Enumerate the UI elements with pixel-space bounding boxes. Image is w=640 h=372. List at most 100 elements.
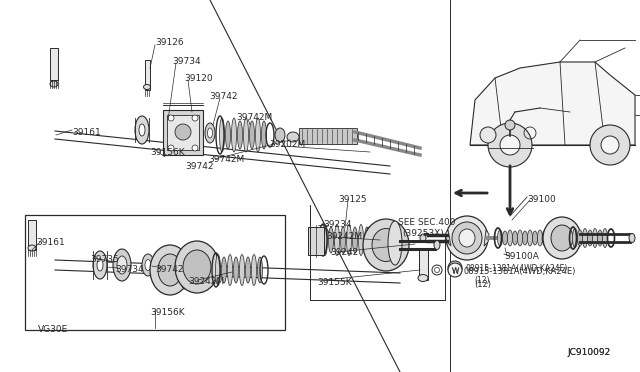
- Text: 39161: 39161: [36, 238, 65, 247]
- Polygon shape: [445, 230, 451, 246]
- Polygon shape: [145, 60, 150, 90]
- Ellipse shape: [227, 254, 232, 285]
- Ellipse shape: [234, 257, 239, 283]
- Ellipse shape: [143, 84, 150, 90]
- Ellipse shape: [150, 245, 190, 295]
- Circle shape: [505, 120, 515, 130]
- Ellipse shape: [232, 118, 237, 152]
- Ellipse shape: [365, 227, 369, 253]
- Circle shape: [500, 135, 520, 155]
- Ellipse shape: [598, 230, 602, 246]
- Polygon shape: [419, 250, 428, 280]
- Ellipse shape: [175, 241, 219, 293]
- Circle shape: [601, 136, 619, 154]
- Text: 39742M: 39742M: [236, 113, 272, 122]
- Ellipse shape: [538, 230, 543, 246]
- Ellipse shape: [418, 275, 428, 282]
- Bar: [299, 128, 357, 144]
- Ellipse shape: [97, 259, 103, 271]
- Text: 39242: 39242: [330, 248, 358, 257]
- Ellipse shape: [237, 121, 243, 149]
- Text: 08915-1381A(4WD,KA24E): 08915-1381A(4WD,KA24E): [464, 267, 577, 276]
- Ellipse shape: [93, 251, 107, 279]
- Ellipse shape: [145, 260, 151, 270]
- Ellipse shape: [250, 121, 255, 149]
- Text: 39234: 39234: [323, 220, 351, 229]
- Circle shape: [168, 145, 174, 151]
- Text: JC910092: JC910092: [567, 348, 611, 357]
- Text: 39100A: 39100A: [504, 252, 539, 261]
- Ellipse shape: [221, 257, 227, 283]
- Text: 39242M: 39242M: [326, 232, 362, 241]
- Ellipse shape: [183, 250, 211, 284]
- Ellipse shape: [502, 231, 508, 245]
- Ellipse shape: [353, 227, 358, 253]
- Ellipse shape: [602, 228, 607, 247]
- Polygon shape: [484, 230, 489, 246]
- Ellipse shape: [527, 230, 532, 246]
- Ellipse shape: [497, 230, 502, 246]
- Bar: [163, 110, 203, 155]
- Ellipse shape: [255, 118, 260, 152]
- Ellipse shape: [246, 257, 250, 283]
- Ellipse shape: [335, 224, 339, 256]
- Polygon shape: [470, 62, 635, 145]
- Ellipse shape: [262, 121, 266, 149]
- Ellipse shape: [142, 254, 154, 276]
- Ellipse shape: [28, 245, 36, 251]
- Polygon shape: [50, 48, 58, 80]
- Ellipse shape: [459, 229, 475, 247]
- Ellipse shape: [593, 228, 598, 247]
- Bar: [308, 227, 324, 255]
- Ellipse shape: [588, 230, 593, 246]
- Text: 39155K: 39155K: [317, 278, 351, 287]
- Ellipse shape: [573, 228, 577, 247]
- Polygon shape: [28, 220, 36, 250]
- Text: 39742: 39742: [185, 162, 214, 171]
- Text: 39125: 39125: [338, 195, 367, 204]
- Ellipse shape: [158, 254, 182, 286]
- Ellipse shape: [629, 234, 635, 243]
- Ellipse shape: [113, 249, 131, 281]
- Ellipse shape: [323, 224, 328, 256]
- Text: 08915-1381A(4WD,KA24E): 08915-1381A(4WD,KA24E): [465, 263, 568, 273]
- Text: 39100: 39100: [527, 195, 556, 204]
- Ellipse shape: [551, 225, 573, 251]
- Ellipse shape: [275, 128, 285, 142]
- Ellipse shape: [135, 116, 149, 144]
- Ellipse shape: [287, 132, 299, 142]
- Text: 39242M: 39242M: [188, 277, 224, 286]
- Text: (12): (12): [474, 276, 490, 285]
- Ellipse shape: [252, 254, 257, 285]
- Ellipse shape: [434, 241, 440, 250]
- Ellipse shape: [363, 219, 409, 271]
- Text: 39735: 39735: [90, 255, 119, 264]
- Ellipse shape: [446, 216, 488, 260]
- Text: 39742: 39742: [155, 265, 184, 274]
- Circle shape: [448, 263, 462, 277]
- Circle shape: [192, 145, 198, 151]
- Ellipse shape: [518, 230, 522, 246]
- Text: 39742: 39742: [209, 92, 237, 101]
- Ellipse shape: [243, 118, 248, 152]
- Ellipse shape: [522, 231, 527, 245]
- Ellipse shape: [358, 224, 364, 256]
- Ellipse shape: [117, 256, 127, 274]
- Text: 39734: 39734: [115, 265, 143, 274]
- Text: 39742M: 39742M: [208, 155, 244, 164]
- Ellipse shape: [420, 234, 426, 242]
- Circle shape: [488, 123, 532, 167]
- Text: 39202M: 39202M: [269, 140, 305, 149]
- Text: 39156K: 39156K: [150, 308, 184, 317]
- Bar: [25, 215, 285, 330]
- Circle shape: [480, 127, 496, 143]
- Ellipse shape: [257, 257, 262, 283]
- Ellipse shape: [346, 224, 351, 256]
- Bar: [167, 115, 199, 150]
- Ellipse shape: [532, 231, 538, 245]
- Text: (39253X): (39253X): [402, 229, 444, 238]
- Circle shape: [175, 124, 191, 140]
- Ellipse shape: [207, 128, 212, 138]
- Ellipse shape: [508, 230, 513, 246]
- Text: 39120: 39120: [184, 74, 212, 83]
